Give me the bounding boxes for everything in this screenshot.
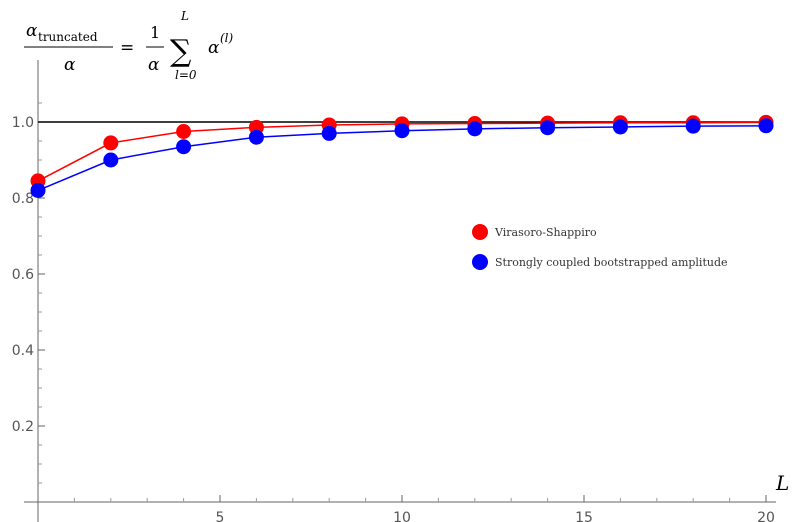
series-layer xyxy=(30,114,774,198)
y-minor-ticks xyxy=(38,102,42,484)
ylabel-sum-upper: L xyxy=(180,9,189,23)
data-point-series-1 xyxy=(248,129,264,145)
data-point-series-1 xyxy=(30,182,46,198)
x-axis-label: L xyxy=(775,471,789,495)
data-point-series-0 xyxy=(103,135,119,151)
ylabel-numerator-sub: truncated xyxy=(38,30,98,44)
data-point-series-1 xyxy=(176,139,192,155)
y-tick-label: 0.8 xyxy=(12,191,34,207)
legend-label-virasoro: Virasoro-Shappiro xyxy=(494,226,597,239)
ylabel-equals: = xyxy=(120,38,134,58)
data-point-series-1 xyxy=(685,118,701,134)
ylabel-term: α xyxy=(208,38,220,58)
data-point-series-1 xyxy=(612,119,628,135)
data-point-series-1 xyxy=(321,125,337,141)
data-point-series-1 xyxy=(758,118,774,134)
legend-marker-virasoro xyxy=(472,224,488,240)
x-tick-label: 5 xyxy=(216,510,225,522)
data-point-series-1 xyxy=(467,121,483,137)
x-tick-label: 20 xyxy=(757,510,775,522)
ylabel-frac-den: α xyxy=(148,55,160,75)
y-axis-label: α truncated α = 1 α ∑ L l=0 α (l) xyxy=(24,9,234,82)
y-tick-label: 0.4 xyxy=(12,343,34,359)
x-ticks: 5 10 15 20 xyxy=(216,495,775,522)
x-tick-label: 15 xyxy=(575,510,593,522)
y-tick-label: 1.0 xyxy=(12,115,34,131)
data-point-series-1 xyxy=(540,120,556,136)
x-tick-label: 10 xyxy=(393,510,411,522)
ylabel-sum-lower: l=0 xyxy=(175,68,197,82)
y-tick-label: 0.6 xyxy=(12,267,34,283)
ylabel-numerator: α xyxy=(26,21,38,41)
data-point-series-0 xyxy=(176,124,192,139)
x-minor-ticks xyxy=(73,498,731,502)
ylabel-frac-num: 1 xyxy=(150,23,160,42)
data-point-series-1 xyxy=(103,152,119,168)
data-point-series-1 xyxy=(394,123,410,139)
ylabel-term-sup: (l) xyxy=(220,31,234,45)
legend-marker-bootstrapped xyxy=(472,254,488,270)
legend-label-bootstrapped: Strongly coupled bootstrapped amplitude xyxy=(495,256,728,269)
ylabel-sum-symbol: ∑ xyxy=(170,34,192,69)
legend: Virasoro-Shappiro Strongly coupled boots… xyxy=(472,224,728,270)
y-ticks: 0.2 0.4 0.6 0.8 1.0 xyxy=(12,115,45,435)
y-tick-label: 0.2 xyxy=(12,419,34,435)
ylabel-denominator: α xyxy=(64,55,76,75)
